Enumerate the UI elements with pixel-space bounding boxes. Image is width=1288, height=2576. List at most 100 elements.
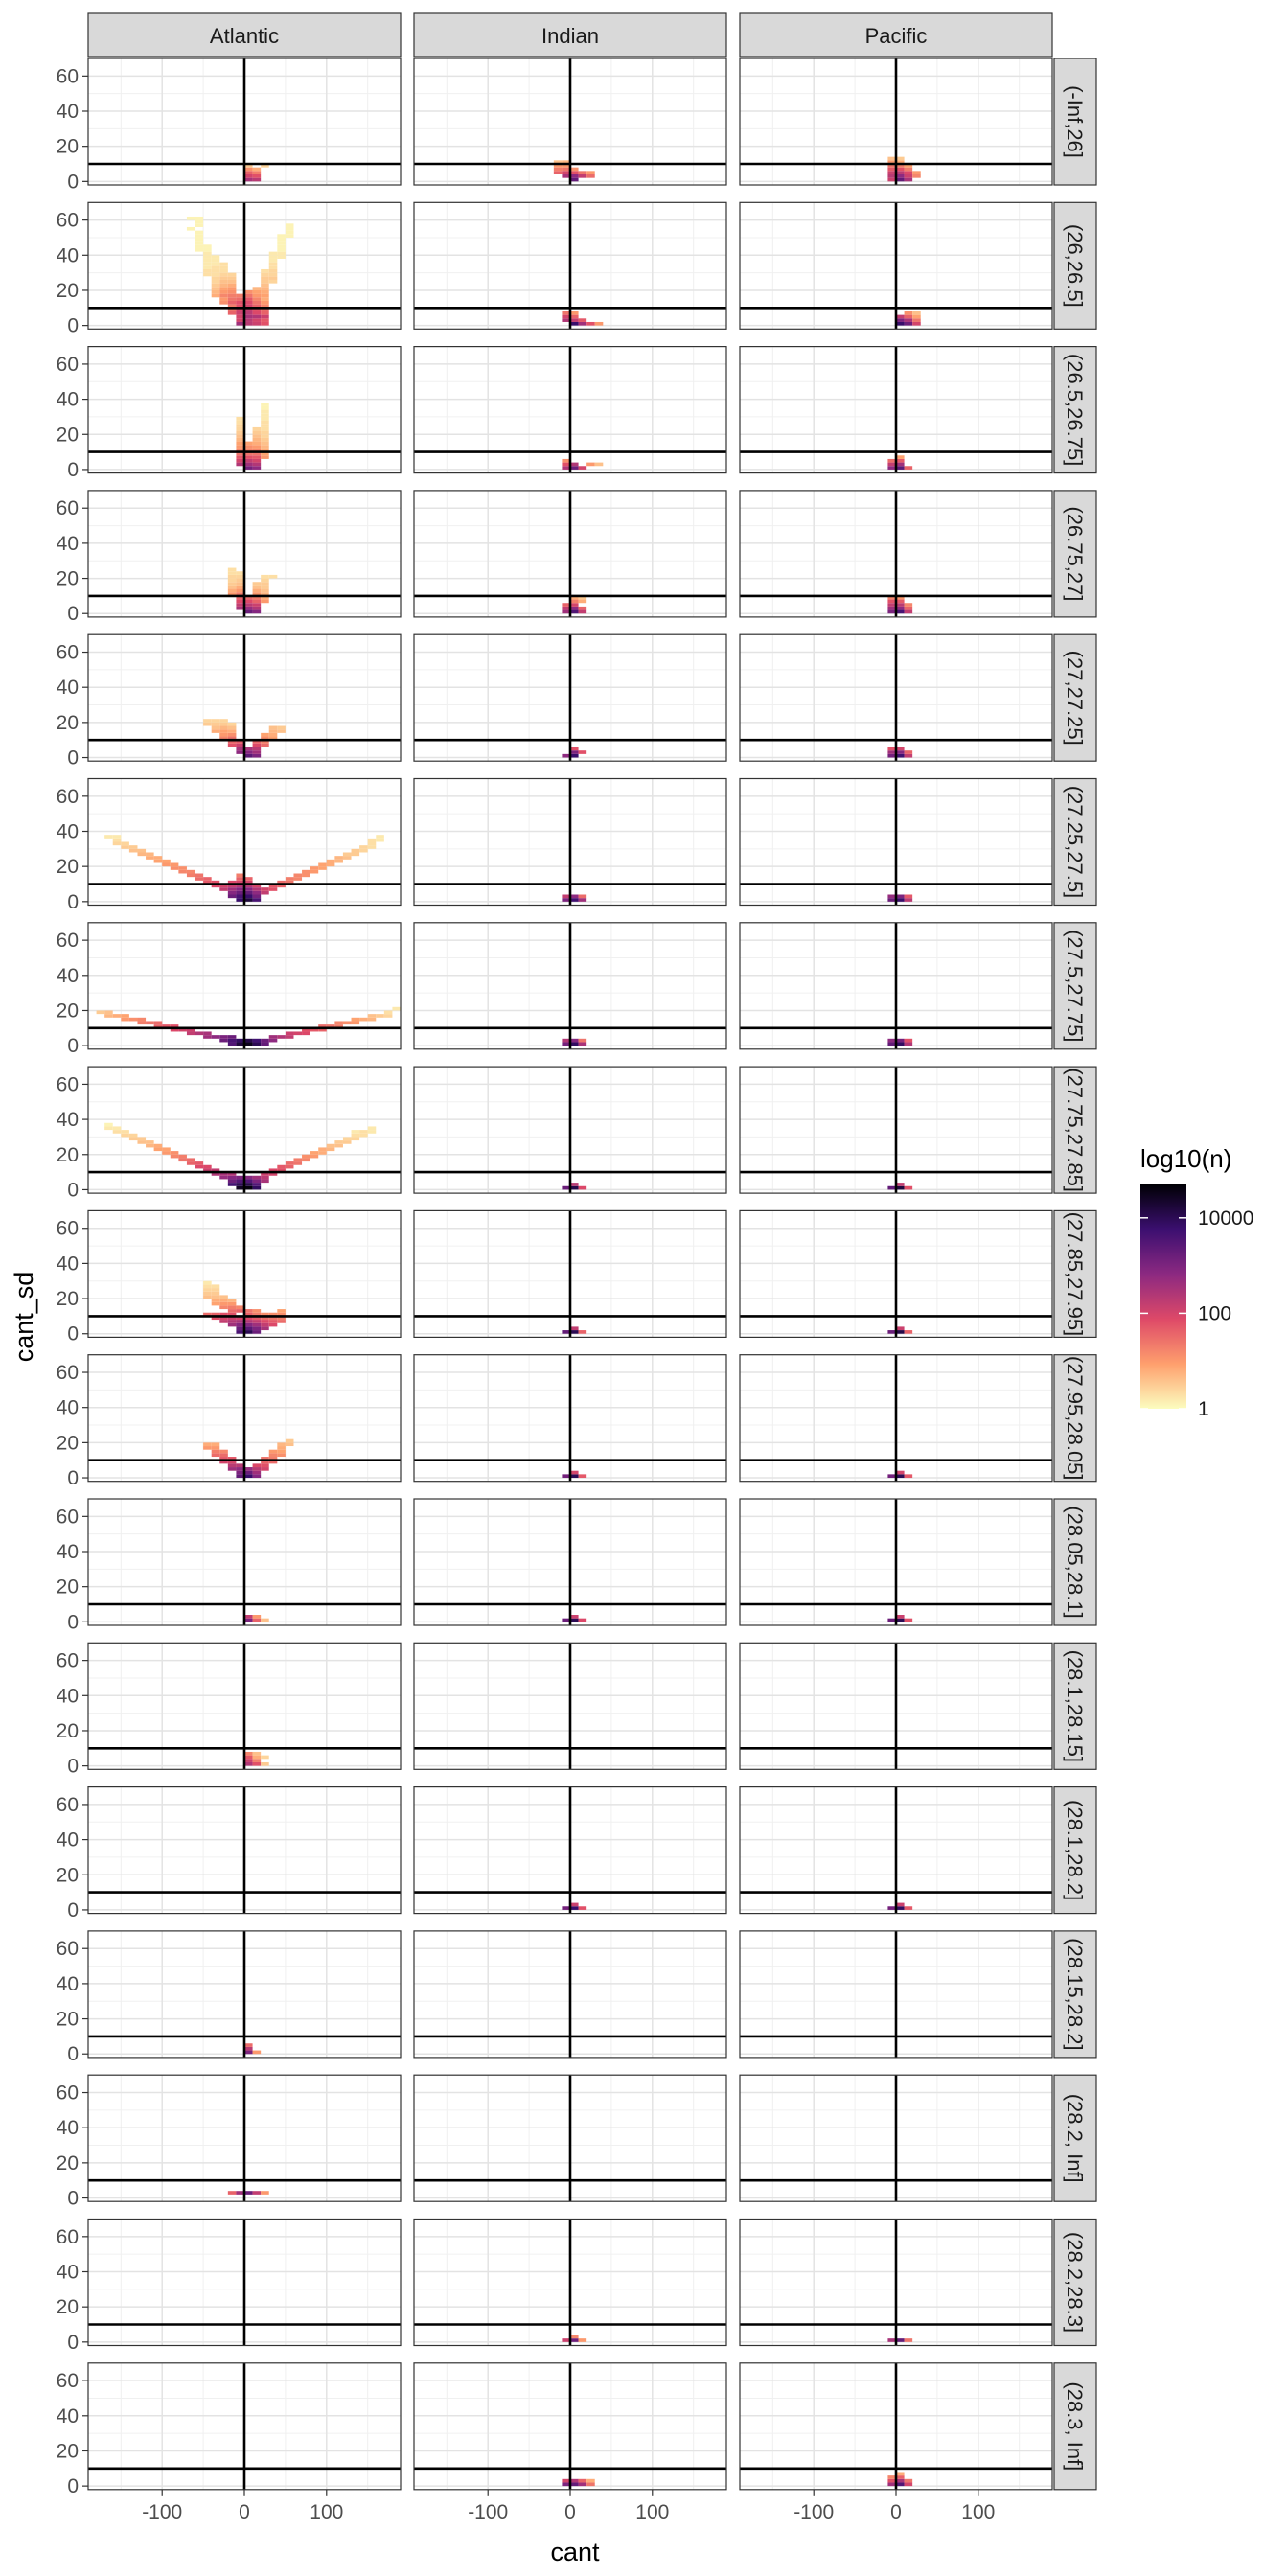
heatmap-cell [904, 318, 913, 322]
heatmap-cell [236, 1179, 244, 1184]
column-strip-label: Atlantic [210, 24, 279, 48]
heatmap-cell [227, 567, 237, 572]
heatmap-cell [211, 1316, 220, 1321]
legend-title: log10(n) [1140, 1144, 1231, 1173]
heatmap-cell [912, 174, 921, 178]
heatmap-cell [334, 856, 343, 860]
heatmap-cell [376, 835, 384, 839]
heatmap-cell [244, 1179, 253, 1184]
panel-border [413, 58, 727, 186]
heatmap-cell [277, 1035, 286, 1039]
heatmap-cell [570, 1615, 579, 1619]
heatmap-cell [261, 308, 269, 311]
heatmap-cell [227, 1316, 237, 1321]
row-strip [1053, 1642, 1097, 1770]
heatmap-cell [244, 174, 253, 178]
heatmap-cell [227, 1175, 237, 1180]
heatmap-cell [268, 1320, 278, 1323]
heatmap-cell [236, 455, 244, 459]
heatmap-cell [219, 268, 228, 273]
heatmap-cell [227, 287, 237, 290]
heatmap-cell [570, 610, 579, 614]
heatmap-cell [121, 841, 129, 846]
y-tick-label: 0 [67, 315, 79, 337]
facet-panel [413, 1498, 727, 1626]
heatmap-cell [570, 174, 579, 178]
heatmap-cell [252, 1175, 262, 1180]
heatmap-cell [570, 1185, 579, 1190]
heatmap-cell [342, 852, 352, 857]
heatmap-cell [186, 226, 196, 231]
column-strip-label: Pacific [865, 24, 928, 48]
heatmap-cell [268, 258, 278, 263]
heatmap-cell [236, 750, 244, 754]
row-strip-label: (27.75,27.85] [1063, 1068, 1087, 1192]
heatmap-cell [219, 272, 228, 277]
heatmap-cell [268, 736, 278, 741]
heatmap-cell [896, 314, 905, 319]
heatmap-cell [203, 1031, 212, 1036]
row-strip [1053, 58, 1097, 186]
x-axis-title: cant [550, 2538, 600, 2566]
heatmap-cell [195, 230, 204, 235]
facet-panel [413, 633, 727, 762]
heatmap-cell [578, 1330, 587, 1334]
y-tick-label: 60 [57, 210, 79, 232]
heatmap-cell [562, 314, 570, 319]
heatmap-cell [887, 177, 896, 182]
row-strip-label: (27.85,27.95] [1063, 1212, 1087, 1337]
x-tick-label: -100 [142, 2501, 182, 2523]
heatmap-cell [318, 862, 327, 867]
y-tick-label: 40 [57, 821, 79, 843]
y-tick-label: 20 [57, 2296, 79, 2318]
heatmap-cell [236, 578, 244, 583]
heatmap-cell [252, 1316, 262, 1321]
facet-panel [413, 2074, 727, 2202]
heatmap-cell [570, 310, 579, 315]
heatmap-cell [227, 743, 237, 748]
row-strip-label: (28.2,28.3] [1063, 2232, 1087, 2333]
heatmap-cell [310, 866, 319, 870]
row-strip [1053, 490, 1097, 618]
heatmap-cell [310, 869, 319, 874]
heatmap-cell [236, 310, 244, 315]
heatmap-cell [334, 859, 343, 863]
heatmap-cell [252, 1320, 262, 1323]
heatmap-cell [244, 884, 253, 888]
heatmap-cell [578, 1042, 587, 1046]
heatmap-cell [904, 1038, 913, 1043]
heatmap-cell [211, 1284, 220, 1289]
heatmap-cell [203, 1280, 212, 1285]
x-tick-label: 0 [564, 2501, 576, 2523]
heatmap-cell [227, 582, 237, 586]
heatmap-cell [244, 448, 253, 452]
heatmap-cell [186, 1158, 196, 1162]
heatmap-cell [570, 1042, 579, 1046]
heatmap-cell [578, 595, 587, 600]
heatmap-cell [219, 1301, 228, 1306]
heatmap-cell [302, 1031, 310, 1036]
heatmap-cell [195, 1031, 204, 1036]
heatmap-cell [904, 1042, 913, 1046]
panel-border [87, 1066, 402, 1194]
heatmap-cell [252, 434, 262, 438]
heatmap-cell [244, 458, 253, 463]
heatmap-cell [203, 877, 212, 881]
row-strip [1053, 633, 1097, 762]
heatmap-cell [896, 1042, 905, 1046]
facet-panel [739, 58, 1053, 186]
heatmap-cell [162, 1151, 171, 1155]
column-strip [739, 12, 1053, 58]
panel-border [87, 1930, 402, 2058]
panel-border [87, 1642, 402, 1770]
heatmap-cell [219, 265, 228, 269]
heatmap-cell [252, 451, 262, 456]
heatmap-cell [252, 321, 262, 326]
heatmap-cell [137, 852, 147, 857]
heatmap-cell [219, 1305, 228, 1310]
facet-panel [739, 633, 1053, 762]
heatmap-cell [912, 310, 921, 315]
heatmap-cell [261, 268, 269, 273]
heatmap-cell [227, 308, 237, 311]
heatmap-cell [236, 437, 244, 442]
